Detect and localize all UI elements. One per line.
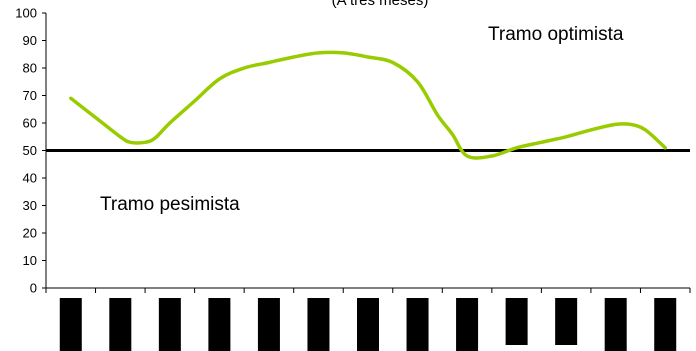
x-tick-label-redaction	[109, 298, 132, 351]
y-tick-label: 70	[23, 88, 37, 103]
y-tick-label: 30	[23, 198, 37, 213]
y-tick-label: 90	[23, 33, 37, 48]
x-tick-label-redaction	[456, 298, 479, 351]
x-tick-label-redaction	[654, 298, 677, 351]
x-tick-label-redaction	[158, 298, 181, 351]
x-tick-label-redaction	[257, 298, 280, 351]
annotation-pesimista: Tramo pesimista	[100, 194, 240, 215]
x-tick-label-redaction	[307, 298, 330, 351]
x-tick-label-redaction	[555, 298, 578, 345]
y-tick-label: 10	[23, 253, 37, 268]
series-line-0	[69, 50, 667, 160]
x-tick-label-redaction	[406, 298, 429, 351]
x-tick-label-redaction	[357, 298, 379, 351]
y-axis: 0 10 20 30 40 50 60 70 80 90 100	[15, 6, 47, 296]
y-tick-label: 80	[23, 61, 37, 76]
y-tick-label: 0	[30, 281, 37, 296]
annotation-optimista: Tramo optimista	[488, 24, 624, 45]
series-group	[69, 50, 667, 160]
x-tick-label-redaction	[505, 298, 528, 345]
y-tick-label: 50	[23, 143, 37, 158]
y-tick-label: 20	[23, 226, 37, 241]
y-tick-label: 40	[23, 171, 37, 186]
y-tick-label: 60	[23, 116, 37, 131]
x-tick-label-redaction	[604, 298, 627, 351]
x-axis	[45, 287, 691, 293]
chart-subtitle: (A tres meses)	[332, 0, 429, 9]
y-tick-label: 100	[15, 6, 37, 21]
x-tick-labels-redacted	[59, 298, 677, 351]
x-tick-label-redaction	[59, 298, 82, 351]
x-tick-label-redaction	[208, 298, 231, 351]
